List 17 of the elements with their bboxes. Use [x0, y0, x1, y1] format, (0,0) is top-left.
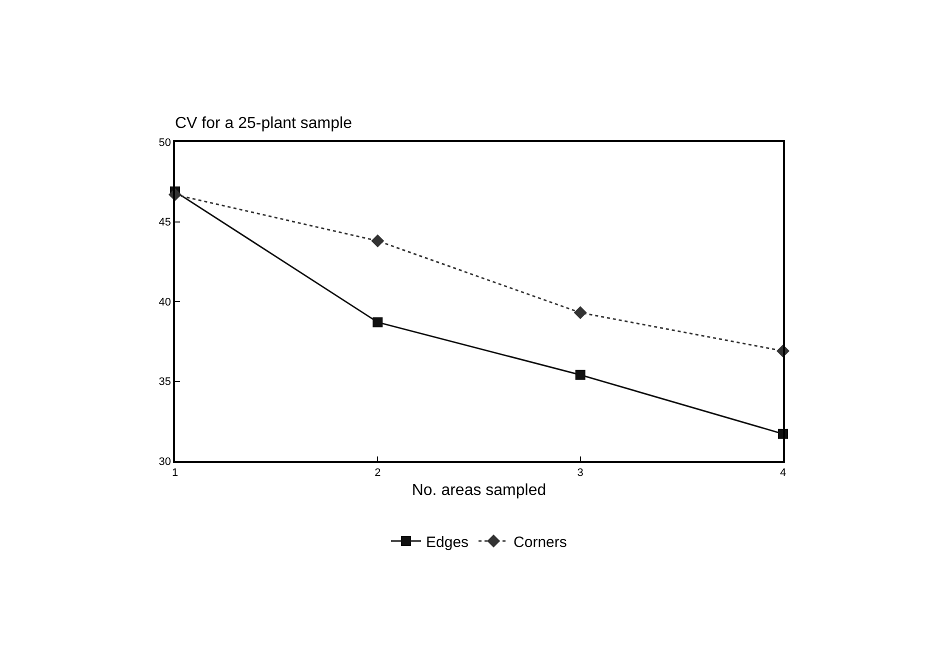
legend-label: Corners [514, 534, 567, 551]
y-tick-label: 40 [158, 296, 172, 308]
x-tick-label: 2 [374, 466, 381, 479]
point [371, 234, 384, 248]
legend-label: Edges [426, 534, 469, 551]
x-tick-label: 1 [172, 466, 178, 479]
point [372, 317, 383, 328]
y-tick-label: 30 [158, 456, 172, 468]
x-axis-title: No. areas sampled [412, 482, 546, 500]
chart-title: CV for a 25-plant sample [175, 115, 352, 132]
y-tick-label: 35 [158, 376, 172, 388]
y-tick-label: 45 [158, 216, 172, 229]
x-tick-label: 4 [780, 466, 786, 479]
x-tick-label: 3 [577, 466, 584, 479]
point [574, 306, 587, 320]
point [575, 370, 586, 380]
y-tick-label: 50 [158, 136, 172, 149]
